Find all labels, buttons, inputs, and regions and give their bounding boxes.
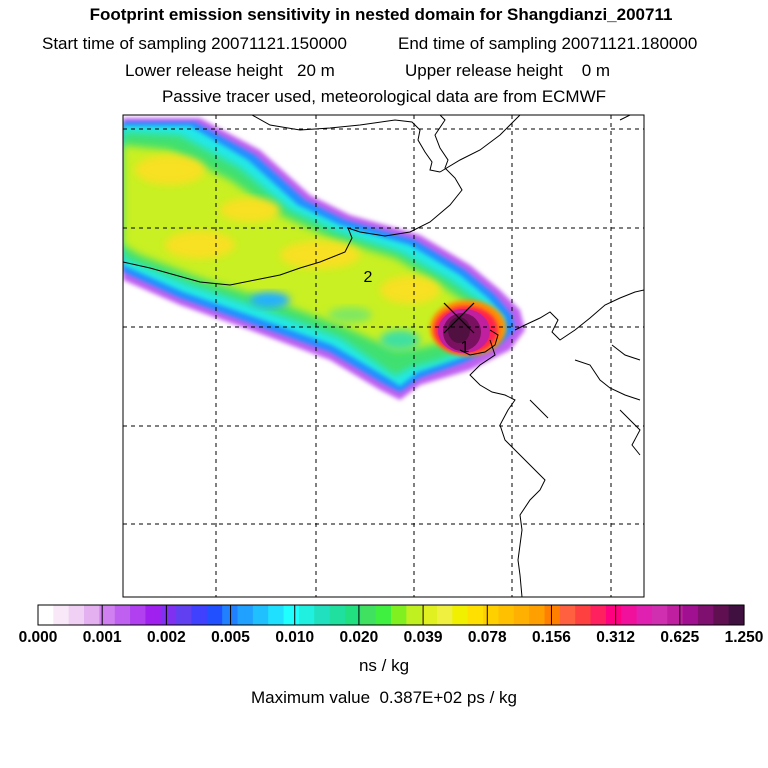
end-time-label: End time of sampling 20071121.180000 <box>398 34 698 53</box>
colorbar-swatch <box>498 605 515 625</box>
colorbar-swatch <box>713 605 730 625</box>
colorbar-swatch <box>344 605 361 625</box>
colorbar-swatch <box>176 605 193 625</box>
colorbar-swatch <box>160 605 177 625</box>
colorbar-tick-label: 0.039 <box>403 629 443 646</box>
map-label-2: 2 <box>364 269 373 286</box>
colorbar-swatch <box>544 605 561 625</box>
colorbar-swatch <box>84 605 100 625</box>
colorbar-frame <box>37 604 745 626</box>
contour-line <box>459 329 499 356</box>
colorbar-swatch <box>682 605 699 625</box>
colorbar-swatch <box>329 605 346 625</box>
colorbar-swatch <box>38 605 54 625</box>
colorbar-tick-label: 0.002 <box>146 629 186 646</box>
colorbar-swatch <box>252 605 269 625</box>
colorbar-swatch <box>145 605 162 625</box>
colorbar-swatch <box>53 605 70 625</box>
colorbar-tick-label: 0.312 <box>596 629 636 646</box>
colorbar-tick-label: 0.001 <box>82 629 122 646</box>
colorbar-swatch <box>375 605 392 625</box>
colorbar-swatch <box>728 605 745 625</box>
colorbar-swatch <box>697 605 714 625</box>
colorbar-swatch <box>421 605 438 625</box>
receptor-marker-icon <box>443 302 475 334</box>
colorbar-swatch <box>605 605 622 625</box>
coastlines <box>123 115 644 597</box>
upper-height-label: Upper release height 0 m <box>405 61 611 80</box>
colorbar <box>38 605 745 625</box>
plume-field <box>123 118 525 400</box>
colorbar-swatch <box>298 605 315 625</box>
colorbar-swatch <box>467 605 484 625</box>
map-label-1: 1 <box>461 339 470 356</box>
tracer-note: Passive tracer used, meteorological data… <box>161 87 607 106</box>
colorbar-swatch <box>99 605 116 625</box>
colorbar-swatch <box>68 605 85 625</box>
colorbar-units: ns / kg <box>358 656 410 675</box>
colorbar-tick-label: 0.005 <box>211 629 250 646</box>
lower-height-label: Lower release height 20 m <box>125 61 335 80</box>
colorbar-swatch <box>237 605 254 625</box>
colorbar-swatch <box>513 605 530 625</box>
start-time-label: Start time of sampling 20071121.150000 <box>42 34 347 53</box>
colorbar-swatch <box>529 605 546 625</box>
colorbar-tick-label: 0.000 <box>18 629 58 646</box>
colorbar-tick-label: 0.010 <box>275 629 315 646</box>
colorbar-swatch <box>268 605 285 625</box>
colorbar-tick-label: 1.250 <box>724 629 764 646</box>
colorbar-swatch <box>621 605 638 625</box>
colorbar-tick-label: 0.020 <box>339 629 379 646</box>
colorbar-tick-label: 0.625 <box>660 629 700 646</box>
maximum-value-label: Maximum value 0.387E+02 ps / kg <box>251 688 517 707</box>
colorbar-swatch <box>130 605 147 625</box>
colorbar-tick-label: 0.156 <box>532 629 571 646</box>
colorbar-swatch <box>360 605 377 625</box>
colorbar-swatch <box>575 605 592 625</box>
colorbar-swatch <box>314 605 331 625</box>
colorbar-tick-label: 0.078 <box>467 629 507 646</box>
colorbar-swatch <box>206 605 223 625</box>
chart-title: Footprint emission sensitivity in nested… <box>89 5 673 24</box>
map-frame <box>122 114 645 598</box>
colorbar-swatch <box>283 605 300 625</box>
colorbar-swatch <box>651 605 668 625</box>
colorbar-swatch <box>559 605 576 625</box>
colorbar-swatch <box>437 605 453 625</box>
colorbar-swatch <box>483 605 500 625</box>
colorbar-swatch <box>191 605 208 625</box>
colorbar-swatch <box>590 605 607 625</box>
colorbar-swatch <box>636 605 653 625</box>
colorbar-swatch <box>667 605 684 625</box>
colorbar-swatch <box>452 605 469 625</box>
colorbar-dividers <box>101 605 681 625</box>
colorbar-swatch <box>391 605 407 625</box>
grid-lines <box>123 115 644 597</box>
colorbar-swatch <box>406 605 423 625</box>
colorbar-swatch <box>114 605 131 625</box>
